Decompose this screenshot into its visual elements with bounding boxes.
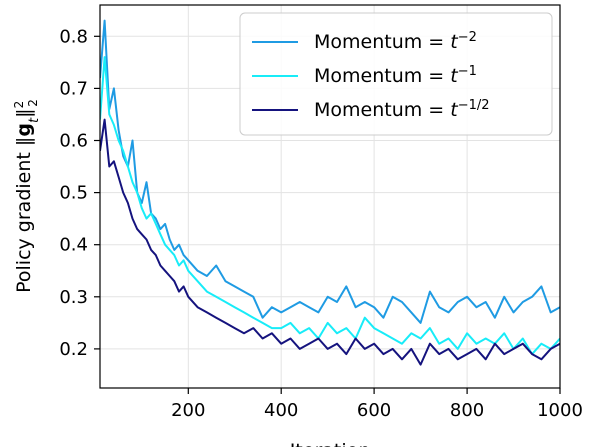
series-line-momentum-t-2 [100, 19, 560, 324]
legend: Momentum = t−2 Momentum = t−1 Momentum =… [239, 12, 553, 136]
y-tick-label: 0.2 [59, 339, 88, 360]
series-line-momentum-t-1 [100, 56, 560, 356]
x-tick-label: 1000 [537, 400, 583, 421]
y-tick-label: 0.7 [59, 78, 88, 99]
ticks: 200 400 600 800 1000 0.2 0.3 0.4 0.5 0.6 0.7 0.8 [59, 26, 583, 421]
y-tick-label: 0.8 [59, 26, 88, 47]
legend-box [239, 12, 553, 136]
series-group [100, 19, 560, 366]
x-axis-label: Iteration [290, 440, 371, 447]
legend-label-momentum-t-2: Momentum = t−2 [314, 30, 477, 54]
x-tick-label: 800 [450, 400, 484, 421]
x-tick-label: 600 [357, 400, 391, 421]
plot-frame [99, 4, 561, 389]
y-tick-label: 0.3 [59, 287, 88, 308]
y-tick-label: 0.5 [59, 183, 88, 204]
series-line-momentum-t-half [100, 118, 560, 366]
x-tick-label: 200 [171, 400, 205, 421]
x-tick-label: 400 [264, 400, 298, 421]
y-tick-label: 0.6 [59, 131, 88, 152]
legend-label-momentum-t-1: Momentum = t−1 [314, 64, 477, 88]
y-tick-label: 0.4 [59, 235, 88, 256]
y-axis-label: Policy gradient ‖gt‖22 [12, 99, 42, 293]
legend-label-momentum-t-half: Momentum = t−1/2 [314, 98, 490, 122]
